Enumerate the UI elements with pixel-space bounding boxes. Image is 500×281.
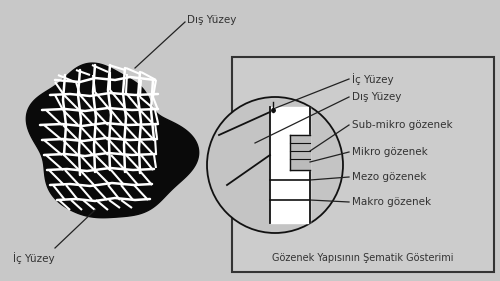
Text: İç Yüzey: İç Yüzey: [352, 73, 394, 85]
Text: Sub-mikro gözenek: Sub-mikro gözenek: [352, 120, 452, 130]
Bar: [232, 57, 494, 272]
Polygon shape: [290, 135, 310, 170]
Text: Makro gözenek: Makro gözenek: [352, 197, 431, 207]
Text: Gözenek Yapısının Şematik Gösterimi: Gözenek Yapısının Şematik Gösterimi: [272, 253, 454, 263]
Text: Mezo gözenek: Mezo gözenek: [352, 172, 426, 182]
Text: Dış Yüzey: Dış Yüzey: [352, 92, 402, 102]
Polygon shape: [270, 107, 310, 223]
Text: Mikro gözenek: Mikro gözenek: [352, 147, 428, 157]
Text: Dış Yüzey: Dış Yüzey: [187, 15, 236, 25]
Polygon shape: [26, 63, 198, 218]
Circle shape: [207, 97, 343, 233]
Text: İç Yüzey: İç Yüzey: [13, 252, 54, 264]
